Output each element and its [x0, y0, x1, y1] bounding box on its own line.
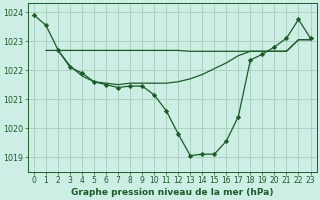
X-axis label: Graphe pression niveau de la mer (hPa): Graphe pression niveau de la mer (hPa): [71, 188, 274, 197]
